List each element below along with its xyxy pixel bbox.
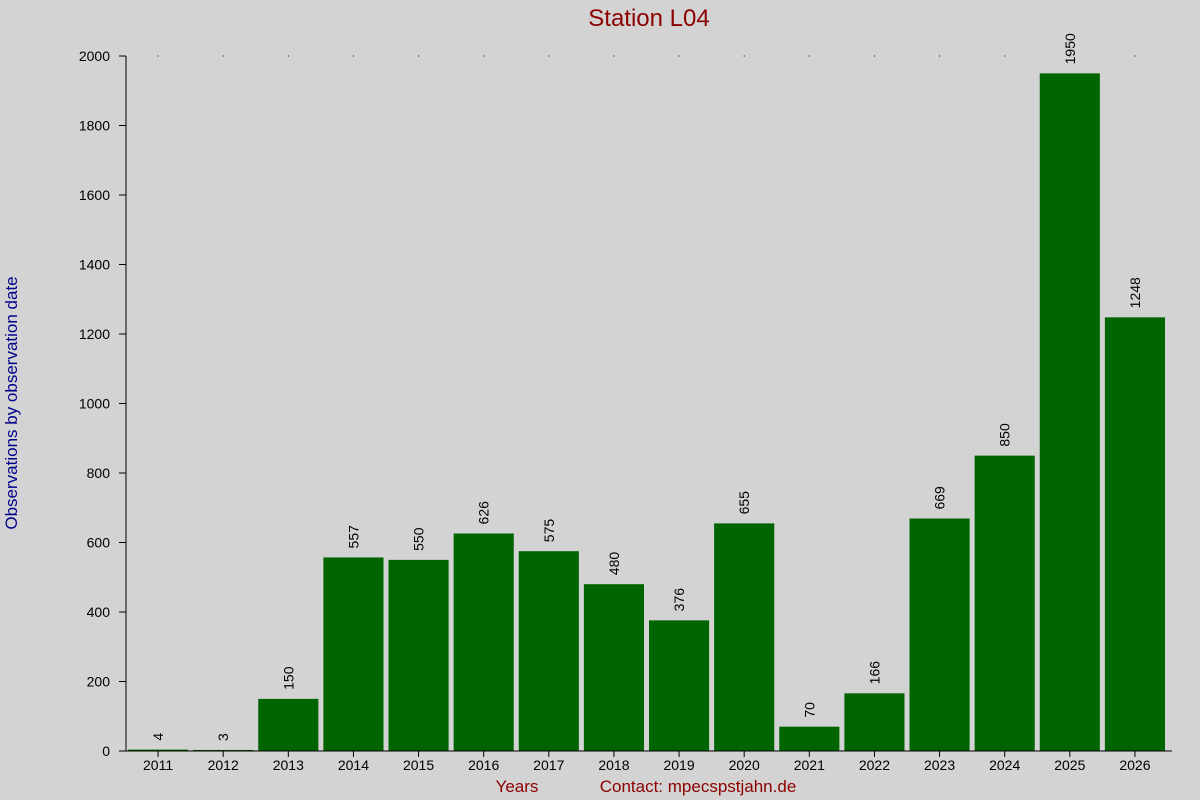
bar [323, 557, 384, 751]
top-dot [222, 55, 224, 57]
bars: 4 3 150 557 550 626 575 480 376 655 70 166 669 850 195… [128, 33, 1165, 751]
x-tick-label: 2017 [533, 757, 564, 773]
top-dot [743, 55, 745, 57]
x-axis-ticks: 2011 2012 2013 2014 2015 2016 2017 2018 2019 2020… [143, 751, 1151, 773]
x-tick-label: 2013 [273, 757, 304, 773]
bar-value-label: 669 [932, 486, 948, 510]
x-tick-label: 2015 [403, 757, 434, 773]
bar [1039, 73, 1100, 751]
bar-value-label: 1248 [1127, 277, 1143, 308]
x-tick-label: 2016 [468, 757, 499, 773]
bar [909, 518, 970, 751]
top-dot [939, 55, 941, 57]
y-tick-label: 800 [87, 465, 111, 481]
y-tick-label: 0 [102, 743, 110, 759]
bar [193, 749, 254, 751]
y-axis-label: Observations by observation date [2, 276, 21, 529]
bar [453, 533, 514, 751]
bar-value-label: 166 [866, 661, 882, 685]
top-dot [613, 55, 615, 57]
y-tick-label: 600 [87, 535, 111, 551]
contact-label: Contact: mpecspstjahn.de [600, 777, 797, 796]
x-tick-label: 2024 [989, 757, 1020, 773]
x-tick-label: 2011 [143, 757, 173, 773]
bar-value-label: 3 [215, 733, 231, 741]
y-tick-label: 200 [87, 674, 111, 690]
top-dot [808, 55, 810, 57]
x-tick-label: 2023 [924, 757, 955, 773]
y-tick-label: 400 [87, 604, 111, 620]
bar [258, 698, 319, 751]
bar-value-label: 655 [736, 491, 752, 515]
top-dot [1004, 55, 1006, 57]
bar [844, 693, 905, 751]
top-dot [157, 55, 159, 57]
bar-value-label: 575 [541, 519, 557, 543]
top-dot [548, 55, 550, 57]
bar-value-label: 557 [345, 525, 361, 549]
bar [779, 726, 840, 751]
bar [649, 620, 710, 751]
top-dot [1134, 55, 1136, 57]
x-tick-label: 2012 [208, 757, 239, 773]
x-tick-label: 2026 [1119, 757, 1150, 773]
bar [974, 455, 1035, 751]
bar-value-label: 480 [606, 552, 622, 576]
x-tick-label: 2018 [598, 757, 629, 773]
top-dot [418, 55, 420, 57]
x-tick-label: 2020 [729, 757, 760, 773]
y-tick-label: 1000 [79, 396, 110, 412]
bar-value-label: 550 [411, 527, 427, 551]
x-tick-label: 2019 [663, 757, 694, 773]
bar-value-label: 376 [671, 588, 687, 612]
y-tick-label: 1800 [79, 118, 110, 134]
x-axis-label: Years [496, 777, 539, 796]
y-tick-label: 1600 [79, 187, 110, 203]
bar [128, 749, 189, 751]
bar [1104, 317, 1165, 751]
top-dot [678, 55, 680, 57]
x-tick-label: 2021 [794, 757, 825, 773]
top-dot [352, 55, 354, 57]
y-tick-label: 1400 [79, 257, 110, 273]
top-dot [873, 55, 875, 57]
bar-value-label: 70 [801, 702, 817, 718]
bar-value-label: 626 [476, 501, 492, 525]
chart-title: Station L04 [588, 5, 709, 32]
x-tick-label: 2025 [1054, 757, 1085, 773]
bar [583, 584, 644, 751]
y-tick-label: 1200 [79, 326, 110, 342]
top-dot [287, 55, 289, 57]
bar [388, 559, 449, 751]
bar-value-label: 850 [997, 423, 1013, 447]
bar-value-label: 4 [150, 733, 166, 741]
top-dot-row [157, 55, 1136, 57]
bar-value-label: 150 [280, 666, 296, 690]
x-tick-label: 2014 [338, 757, 369, 773]
top-dot [483, 55, 485, 57]
bar [714, 523, 775, 751]
x-tick-label: 2022 [859, 757, 890, 773]
top-dot [1069, 55, 1071, 57]
y-tick-label: 2000 [79, 48, 110, 64]
bar [518, 551, 579, 751]
bar-value-label: 1950 [1062, 33, 1078, 64]
y-axis-ticks: 0 200 400 600 800 1000 1200 1400 1600 1800 2000 [79, 48, 126, 759]
